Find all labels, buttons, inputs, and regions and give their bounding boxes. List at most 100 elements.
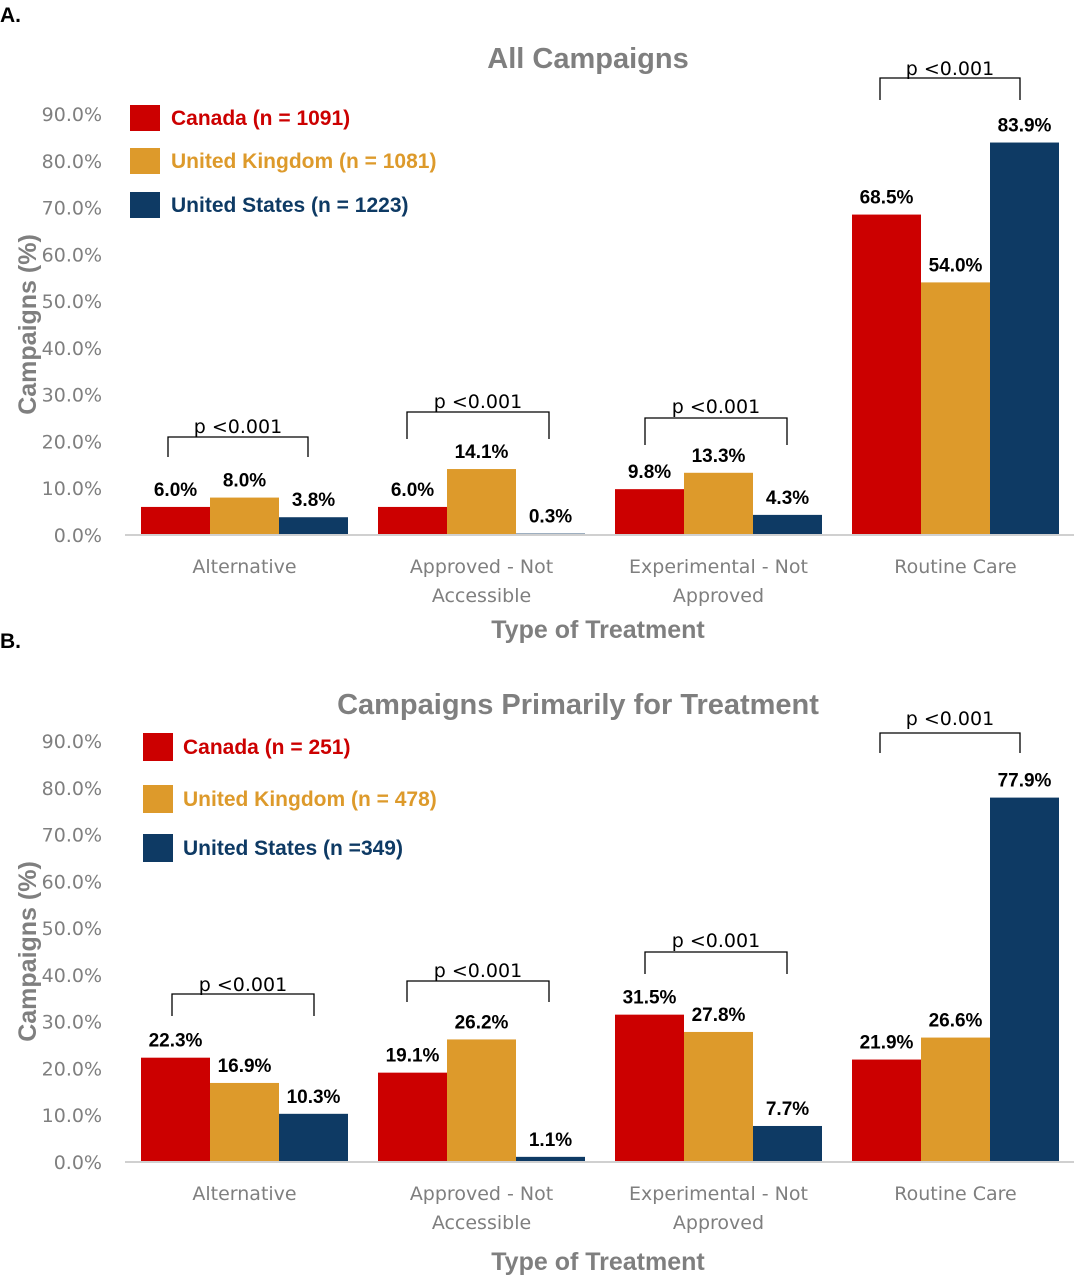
y-tick-label: 10.0% <box>42 478 102 500</box>
bar <box>684 1031 753 1162</box>
x-tick-label: Accessible <box>432 585 531 607</box>
bar <box>279 517 348 535</box>
p-value-label: p <0.001 <box>434 960 522 982</box>
y-tick-label: 50.0% <box>42 918 102 940</box>
legend-label: United Kingdom (n = 478) <box>183 788 437 811</box>
legend-label: United Kingdom (n = 1081) <box>171 150 436 173</box>
data-label: 54.0% <box>929 255 983 276</box>
x-tick-label: Alternative <box>192 556 296 578</box>
p-value-label: p <0.001 <box>906 58 994 80</box>
bar <box>753 514 822 535</box>
x-tick-label: Alternative <box>192 1183 296 1205</box>
p-value-label: p <0.001 <box>434 391 522 413</box>
bar <box>210 497 279 535</box>
panel-letter: B. <box>0 630 21 653</box>
legend-label: Canada (n = 1091) <box>171 107 350 130</box>
significance-bracket <box>644 417 788 445</box>
bar <box>210 1082 279 1162</box>
y-tick-label: 30.0% <box>42 385 102 407</box>
y-tick-label: 60.0% <box>42 871 102 893</box>
data-label: 31.5% <box>623 988 677 1009</box>
x-tick-label: Approved <box>673 1212 764 1234</box>
data-label: 27.8% <box>692 1005 746 1026</box>
x-axis-label: Type of Treatment <box>491 1248 705 1276</box>
bar <box>516 1156 585 1162</box>
y-tick-label: 90.0% <box>42 104 102 126</box>
p-value-label: p <0.001 <box>194 416 282 438</box>
legend-swatch <box>143 733 173 761</box>
data-label: 3.8% <box>292 490 335 511</box>
y-tick-label: 80.0% <box>42 151 102 173</box>
data-label: 9.8% <box>628 462 671 483</box>
bar <box>990 142 1059 536</box>
p-value-label: p <0.001 <box>672 930 760 952</box>
legend-swatch <box>143 785 173 813</box>
x-tick-label: Accessible <box>432 1212 531 1234</box>
y-tick-label: 40.0% <box>42 338 102 360</box>
data-label: 10.3% <box>287 1087 341 1108</box>
legend-label: United States (n = 1223) <box>171 194 409 217</box>
significance-bracket <box>879 732 1021 753</box>
y-tick-label: 10.0% <box>42 1105 102 1127</box>
significance-bracket <box>167 436 309 457</box>
bar <box>852 214 921 536</box>
significance-bracket <box>879 77 1021 100</box>
chart-title: Campaigns Primarily for Treatment <box>337 689 819 721</box>
bar <box>279 1113 348 1162</box>
bar <box>921 282 990 535</box>
data-label: 8.0% <box>223 471 266 492</box>
bar <box>141 506 210 535</box>
y-axis-label: Campaigns (%) <box>14 861 42 1042</box>
bar <box>378 506 447 535</box>
y-tick-label: 0.0% <box>54 1152 102 1174</box>
x-tick-label: Approved - Not <box>410 556 553 578</box>
significance-bracket <box>644 951 788 974</box>
bar <box>615 1014 684 1162</box>
x-tick-label: Routine Care <box>894 556 1017 578</box>
data-label: 7.7% <box>766 1099 809 1120</box>
data-label: 4.3% <box>766 488 809 509</box>
data-label: 1.1% <box>529 1130 572 1151</box>
data-label: 22.3% <box>149 1031 203 1052</box>
bar <box>141 1057 210 1162</box>
significance-bracket <box>171 993 315 1016</box>
p-value-label: p <0.001 <box>199 974 287 996</box>
y-axis-label: Campaigns (%) <box>14 234 42 415</box>
bar <box>447 1039 516 1162</box>
chart-panel-a: A. All Campaigns 0.0% 10.0% 20.0% 30.0% 40.0% 5… <box>0 4 1074 644</box>
legend: Canada (n = 251) United Kingdom (n = 478)… <box>143 733 437 862</box>
y-tick-label: 30.0% <box>42 1012 102 1034</box>
y-tick-label: 40.0% <box>42 965 102 987</box>
y-tick-label: 70.0% <box>42 198 102 220</box>
legend-swatch <box>130 105 160 131</box>
legend-swatch <box>143 834 173 862</box>
bar <box>753 1125 822 1162</box>
bar <box>852 1059 921 1162</box>
bar <box>921 1037 990 1162</box>
panel-letter: A. <box>0 4 21 27</box>
legend: Canada (n = 1091) United Kingdom (n = 108… <box>130 105 436 218</box>
data-label: 26.2% <box>455 1012 509 1033</box>
y-tick-label: 50.0% <box>42 291 102 313</box>
significance-bracket <box>406 980 550 1002</box>
y-tick-label: 20.0% <box>42 1058 102 1080</box>
data-label: 21.9% <box>860 1033 914 1054</box>
y-tick-label: 20.0% <box>42 431 102 453</box>
data-label: 6.0% <box>391 480 434 501</box>
p-value-label: p <0.001 <box>906 708 994 730</box>
x-tick-label: Experimental - Not <box>629 1183 808 1205</box>
y-tick-label: 80.0% <box>42 778 102 800</box>
legend-label: United States (n =349) <box>183 837 403 860</box>
y-tick-label: 70.0% <box>42 825 102 847</box>
data-label: 16.9% <box>218 1056 272 1077</box>
data-label: 0.3% <box>529 507 572 528</box>
legend-label: Canada (n = 251) <box>183 736 350 759</box>
chart-title: All Campaigns <box>487 43 688 75</box>
bar <box>684 472 753 535</box>
legend-swatch <box>130 192 160 218</box>
data-label: 68.5% <box>860 188 914 209</box>
chart-panel-b: B. Campaigns Primarily for Treatment 0.0% 1… <box>0 630 1074 1276</box>
data-label: 83.9% <box>998 116 1052 137</box>
data-label: 77.9% <box>998 771 1052 792</box>
